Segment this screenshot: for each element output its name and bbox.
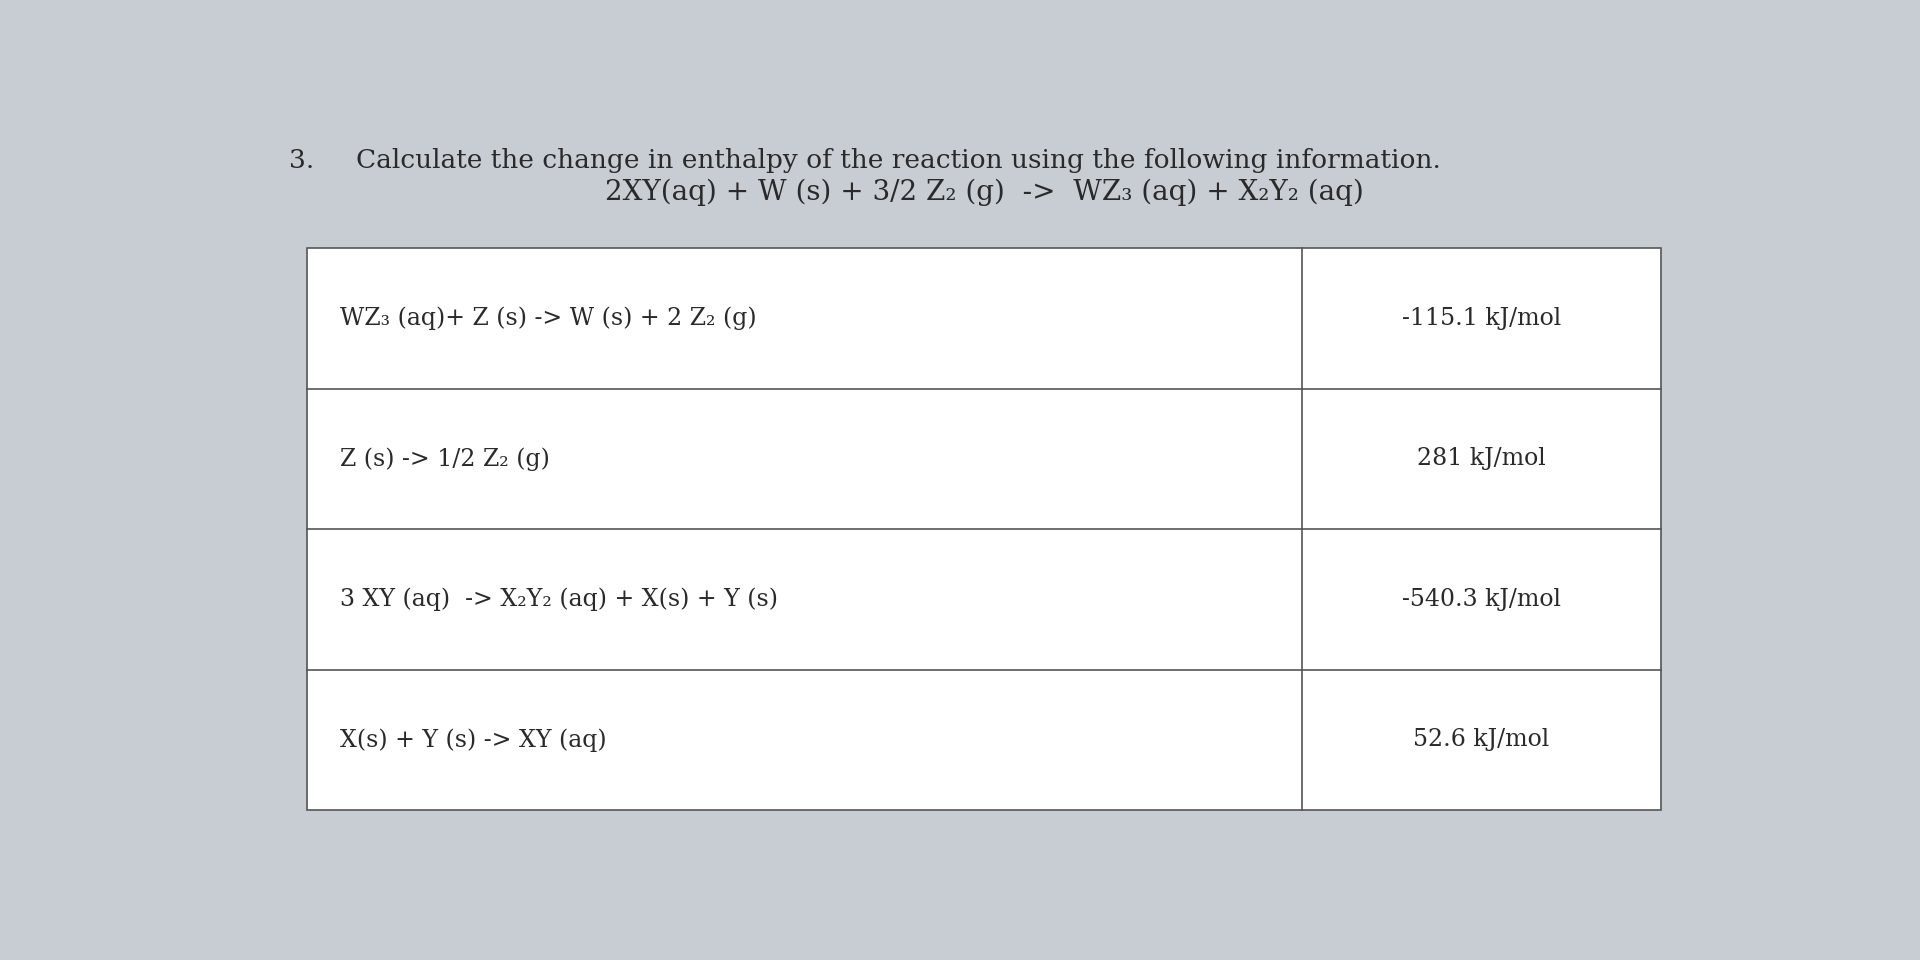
Text: 3 XY (aq)  -> X₂Y₂ (aq) + X(s) + Y (s): 3 XY (aq) -> X₂Y₂ (aq) + X(s) + Y (s) xyxy=(340,588,778,612)
Text: -115.1 kJ/mol: -115.1 kJ/mol xyxy=(1402,307,1561,330)
Text: Z (s) -> 1/2 Z₂ (g): Z (s) -> 1/2 Z₂ (g) xyxy=(340,447,549,470)
Text: 52.6 kJ/mol: 52.6 kJ/mol xyxy=(1413,729,1549,752)
Text: 2XY(aq) + W (s) + 3/2 Z₂ (g)  ->  WZ₃ (aq) + X₂Y₂ (aq): 2XY(aq) + W (s) + 3/2 Z₂ (g) -> WZ₃ (aq)… xyxy=(605,180,1363,206)
Text: 281 kJ/mol: 281 kJ/mol xyxy=(1417,447,1546,470)
Text: X(s) + Y (s) -> XY (aq): X(s) + Y (s) -> XY (aq) xyxy=(340,728,607,752)
Text: 3.: 3. xyxy=(290,149,315,174)
Text: WZ₃ (aq)+ Z (s) -> W (s) + 2 Z₂ (g): WZ₃ (aq)+ Z (s) -> W (s) + 2 Z₂ (g) xyxy=(340,306,756,330)
Text: -540.3 kJ/mol: -540.3 kJ/mol xyxy=(1402,588,1561,611)
FancyBboxPatch shape xyxy=(307,249,1661,810)
Text: Calculate the change in enthalpy of the reaction using the following information: Calculate the change in enthalpy of the … xyxy=(355,149,1440,174)
